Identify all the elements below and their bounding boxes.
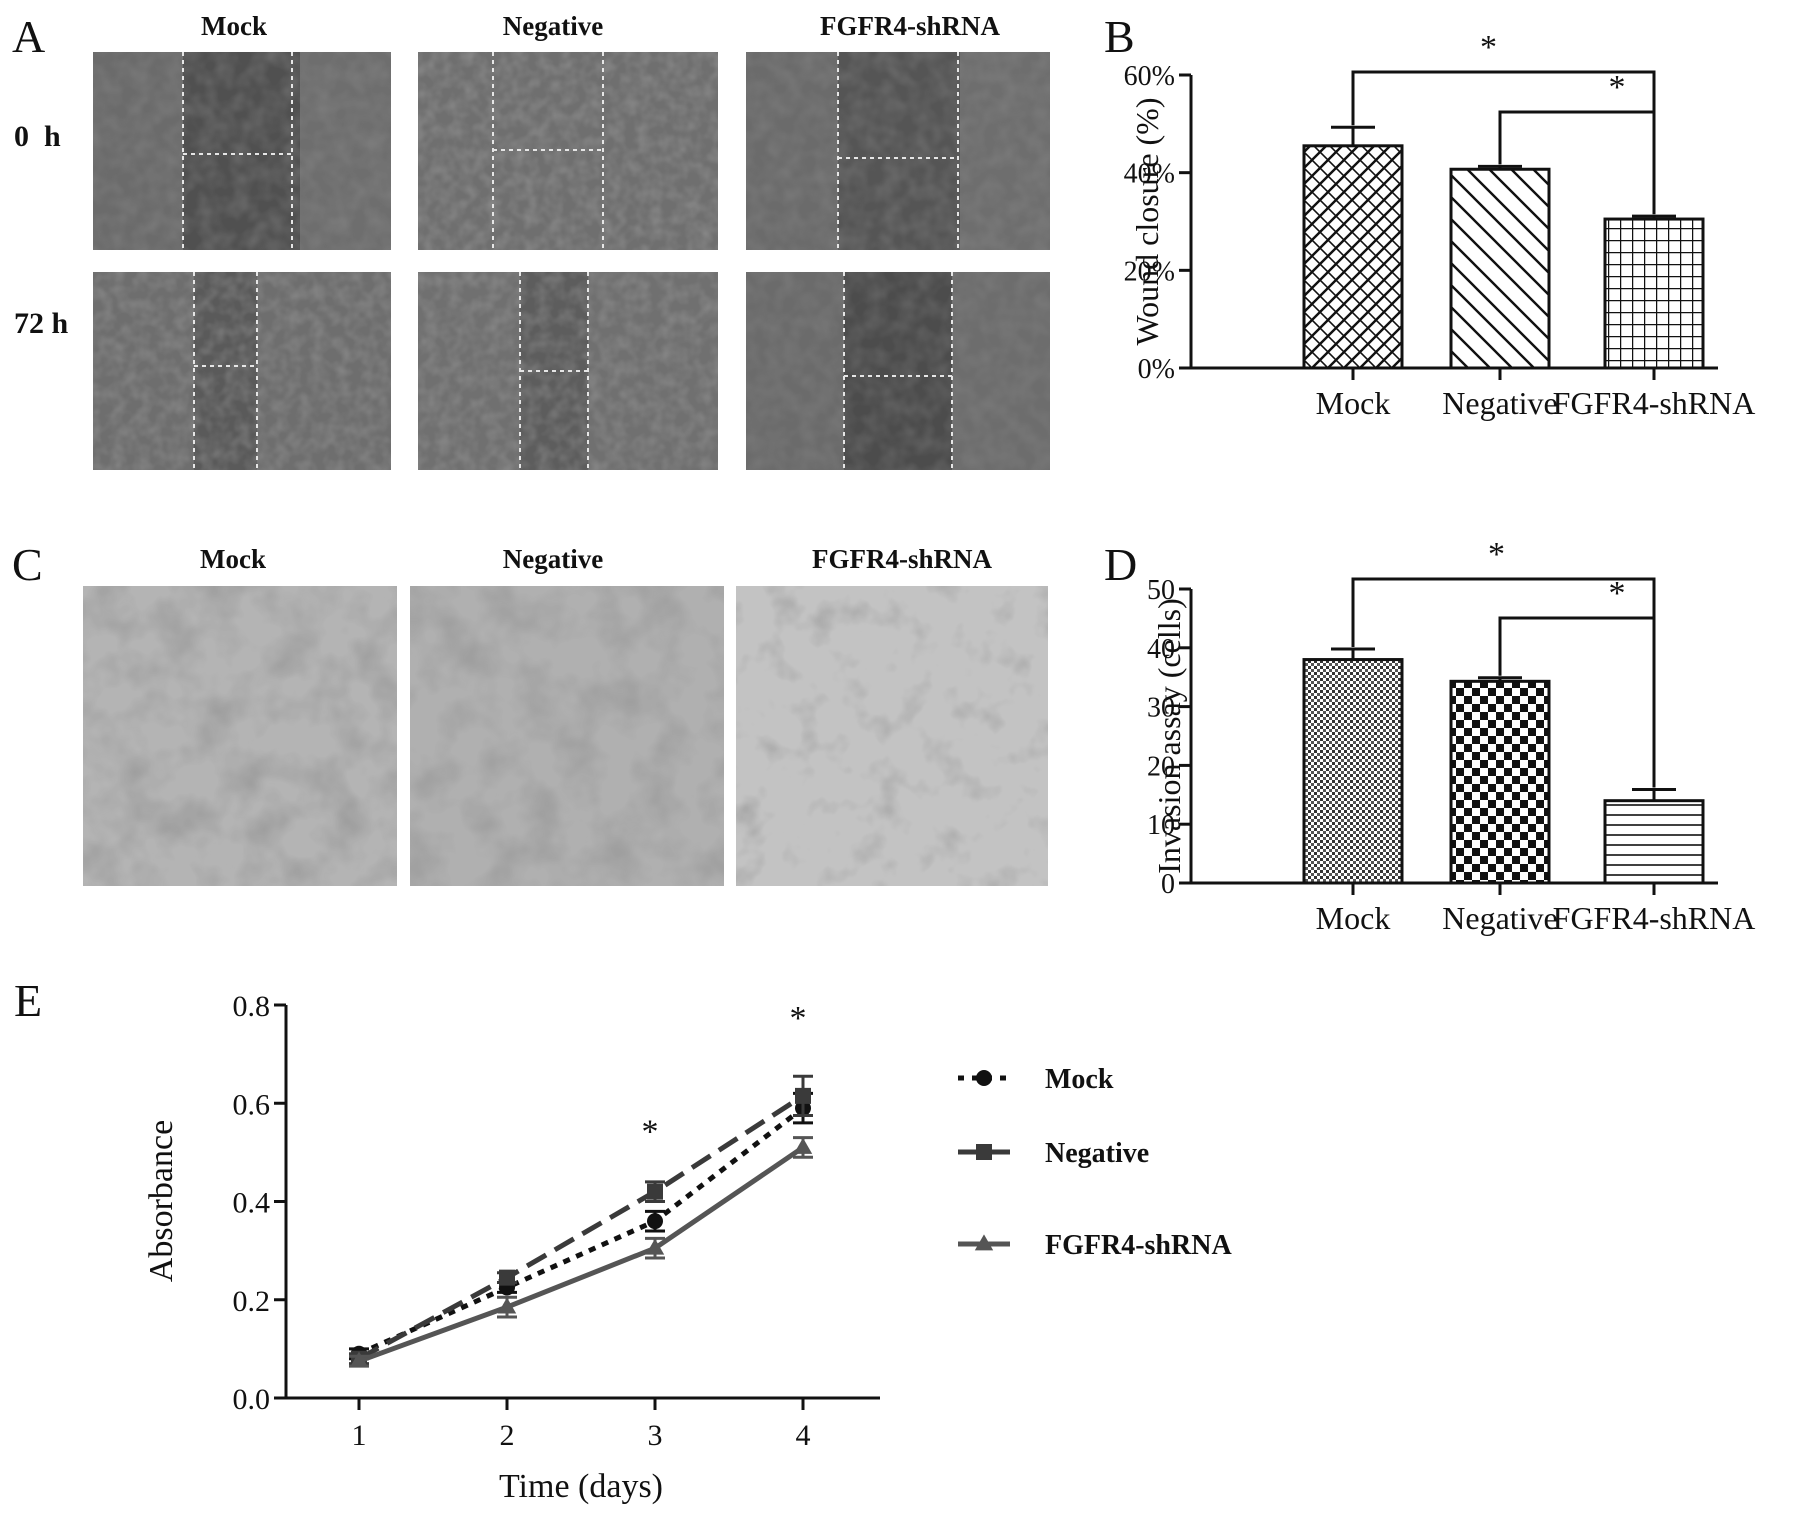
bar-fgfr4-shrna (1603, 217, 1705, 370)
micrograph-invasion-mock (83, 586, 397, 886)
y-axis-label: Invasion assay (cells) (1151, 598, 1187, 873)
x-tick-label: 3 (648, 1419, 663, 1452)
x-tick-label-mock: Mock (1316, 385, 1391, 421)
y-tick-label: 40 (1147, 634, 1175, 665)
micrograph-0h-negative (418, 52, 718, 250)
series-fgfr4-shrna (349, 1136, 813, 1368)
chart-absorbance: 0.0 0.2 0.4 0.6 0.8 1 2 3 4 Time (days) Absorbance… (143, 990, 1232, 1505)
panel-e-label: E (14, 975, 42, 1026)
y-tick-label: 20% (1124, 256, 1175, 287)
x-tick-label-fgfr4-shrna: FGFR4-shRNA (1553, 385, 1756, 421)
panel-b-label: B (1104, 11, 1135, 62)
legend-item-negative: Negative (958, 1138, 1149, 1169)
point-fgfr4-shrna (645, 1238, 665, 1255)
point-fgfr4-shrna (793, 1137, 813, 1154)
bar-fgfr4-shrna (1603, 799, 1705, 885)
micrograph-72h-mock (93, 272, 391, 470)
point-fgfr4-shrna (497, 1297, 517, 1314)
series-mock (349, 1091, 813, 1362)
y-tick-label: 0.8 (233, 990, 271, 1023)
micrograph-72h-fgfr4 (746, 272, 1050, 470)
x-tick-label: 4 (796, 1419, 811, 1452)
panel-c: C Mock Negative FGFR4-shRNA (12, 539, 1048, 886)
panel-a: A Mock Negative FGFR4-shRNA 0 h 72 h (12, 11, 1050, 470)
legend-label: FGFR4-shRNA (1045, 1230, 1232, 1261)
series-line-fgfr4-shrna (358, 1145, 805, 1364)
panel-c-col-negative: Negative (503, 544, 603, 574)
y-tick-label: 0 (1161, 869, 1175, 900)
significance-star: * (790, 1000, 807, 1037)
chart-wound-closure: 0% 20% 40% 60% Wound closure (%) Mock Negative… (1124, 29, 1756, 421)
micrograph-72h-negative (418, 272, 718, 470)
significance-bracket (1498, 110, 1656, 215)
bar-mock (1302, 144, 1404, 370)
panel-c-label: C (12, 539, 43, 590)
panel-a-label: A (12, 11, 45, 62)
panel-c-col-mock: Mock (200, 544, 266, 574)
bar-negative (1449, 167, 1551, 370)
y-tick-label: 40% (1124, 159, 1175, 190)
significance-bracket (1498, 616, 1656, 788)
micrograph-0h-fgfr4 (746, 52, 1050, 250)
legend-item-fgfr4-shrna: FGFR4-shRNA (958, 1230, 1232, 1261)
y-tick-label: 10 (1147, 810, 1175, 841)
x-tick-label-fgfr4-shrna: FGFR4-shRNA (1553, 900, 1756, 936)
legend-label: Negative (1045, 1138, 1149, 1169)
y-tick-label: 0.0 (233, 1383, 271, 1416)
significance-star: * (1488, 536, 1505, 573)
y-tick-label: 50 (1147, 575, 1175, 606)
y-tick-label: 60% (1124, 61, 1175, 92)
legend-label: Mock (1045, 1064, 1114, 1095)
legend-marker (976, 1070, 992, 1086)
panel-a-col-mock: Mock (201, 11, 267, 41)
panel-a-col-fgfr4: FGFR4-shRNA (820, 11, 1000, 41)
point-negative (647, 1183, 663, 1200)
significance-star: * (1609, 69, 1626, 106)
bar-mock (1302, 658, 1404, 885)
y-axis-label: Wound closure (%) (1129, 97, 1165, 345)
point-negative (499, 1269, 515, 1286)
panel-a-row-0h: 0 h (14, 120, 61, 153)
significance-star: * (642, 1114, 659, 1151)
series-negative (349, 1074, 813, 1367)
significance-star: * (1609, 575, 1626, 612)
y-axis-label: Absorbance (143, 1120, 180, 1282)
y-tick-label: 0.4 (233, 1187, 271, 1220)
micrograph-0h-mock (93, 52, 391, 250)
point-negative (795, 1087, 811, 1104)
y-tick-label: 0% (1138, 354, 1175, 385)
panel-a-col-negative: Negative (503, 11, 603, 41)
micrograph-invasion-negative (410, 586, 724, 886)
y-tick-label: 20 (1147, 751, 1175, 782)
x-tick-label-mock: Mock (1316, 900, 1391, 936)
y-tick-label: 0.6 (233, 1088, 271, 1121)
y-tick-label: 30 (1147, 693, 1175, 724)
legend-item-mock: Mock (958, 1064, 1114, 1095)
panel-c-col-fgfr4: FGFR4-shRNA (812, 544, 992, 574)
panel-a-row-72h: 72 h (14, 307, 69, 340)
panel-d-label: D (1104, 539, 1137, 590)
legend-marker (976, 1144, 992, 1160)
significance-star: * (1480, 29, 1497, 66)
x-tick-label-negative: Negative (1442, 385, 1558, 421)
x-tick-label: 1 (352, 1419, 367, 1452)
point-mock (647, 1213, 663, 1230)
point-fgfr4-shrna (349, 1351, 369, 1368)
series-line-mock (357, 1106, 805, 1357)
x-tick-label-negative: Negative (1442, 900, 1558, 936)
micrograph-invasion-fgfr4 (736, 586, 1048, 886)
legend-marker (974, 1234, 994, 1251)
bar-negative (1449, 679, 1551, 885)
y-tick-label: 0.2 (233, 1285, 271, 1318)
series-line-negative (357, 1093, 805, 1361)
x-axis-label: Time (days) (499, 1468, 663, 1505)
legend: Mock Negative FGFR4-shRNA (958, 1064, 1232, 1261)
x-tick-label: 2 (500, 1419, 515, 1452)
